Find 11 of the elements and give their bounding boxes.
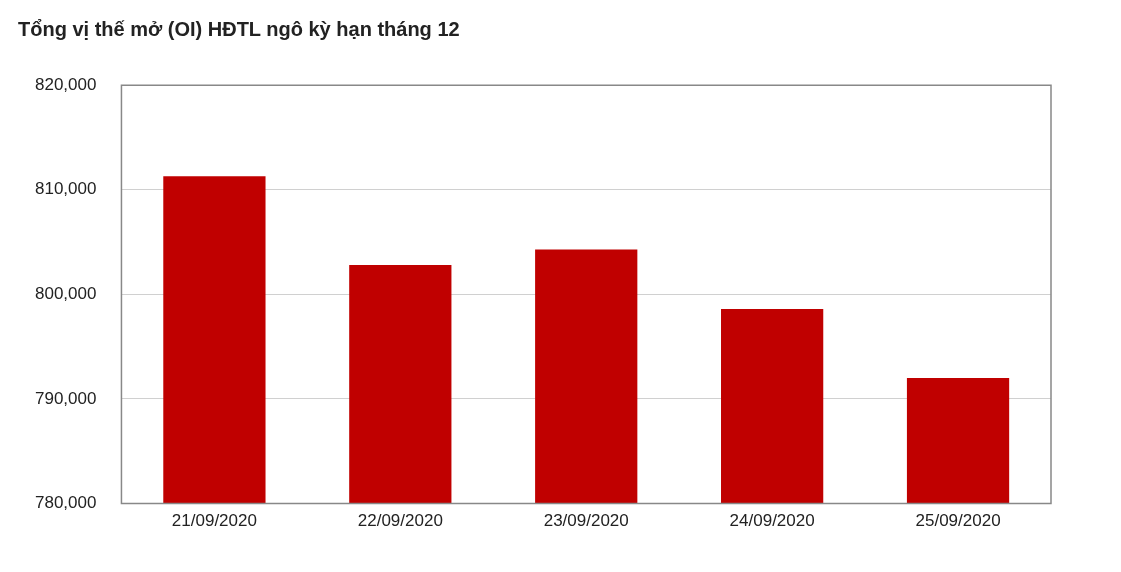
x-tick-label: 21/09/2020	[171, 511, 257, 531]
chart-title: Tổng vị thế mở (OI) HĐTL ngô kỳ hạn tháng 12	[18, 18, 460, 41]
y-tick-label: 790,000	[35, 388, 97, 408]
x-tick-label: 24/09/2020	[729, 511, 815, 531]
y-tick-label: 780,000	[35, 493, 97, 513]
x-tick-label: 22/09/2020	[357, 511, 443, 531]
x-tick-label: 25/09/2020	[915, 511, 1001, 531]
y-tick-label: 800,000	[35, 284, 97, 304]
y-tick-label: 820,000	[35, 74, 97, 94]
x-tick-label: 23/09/2020	[543, 511, 629, 531]
y-tick-label: 810,000	[35, 179, 97, 199]
